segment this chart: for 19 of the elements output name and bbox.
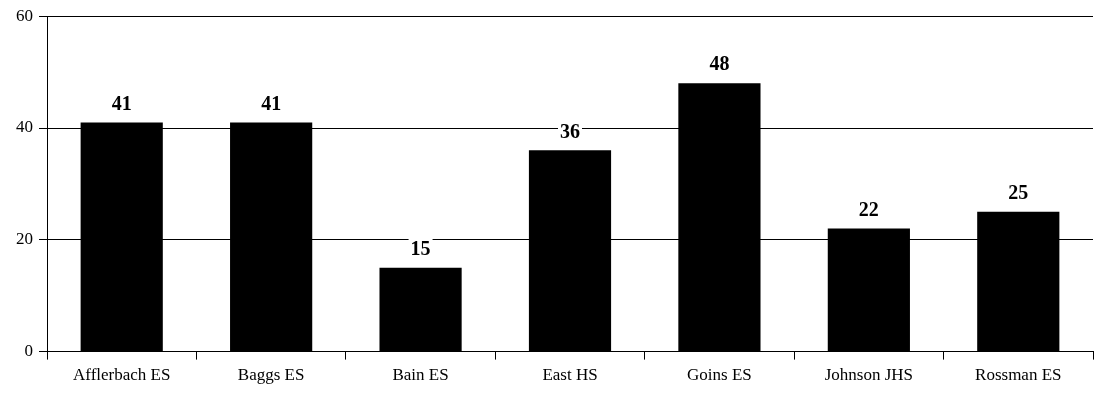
data-label: 48 (709, 52, 730, 75)
y-tick-label: 40 (16, 117, 33, 137)
bar (379, 267, 462, 352)
x-tick-label: Afflerbach ES (73, 365, 171, 385)
y-tick-label: 0 (24, 341, 33, 361)
x-tick-label: East HS (542, 365, 598, 385)
data-label: 15 (410, 236, 431, 259)
data-label: 22 (858, 197, 879, 220)
x-tick-label: Johnson JHS (824, 365, 914, 385)
data-label: 25 (1008, 181, 1029, 204)
x-tick-label: Goins ES (687, 365, 752, 385)
x-tick-label: Baggs ES (237, 365, 305, 385)
data-label: 36 (560, 119, 580, 142)
y-tick-label: 60 (16, 5, 33, 25)
y-tick-label: 20 (16, 229, 33, 249)
data-label: 41 (111, 91, 132, 114)
data-label: 41 (261, 91, 282, 114)
x-tick-label: Rossman ES (975, 365, 1062, 385)
x-tick-label: Bain ES (392, 365, 449, 385)
